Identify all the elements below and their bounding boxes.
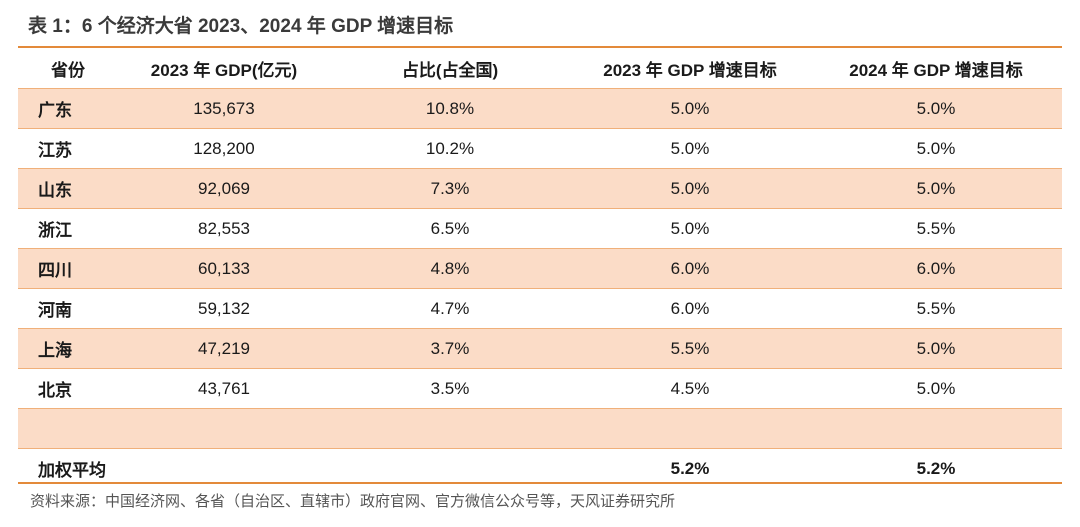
province-cell: 广东 [18,88,118,129]
province-cell: 四川 [18,248,118,289]
province-cell: 上海 [18,328,118,369]
gdp-cell: 43,761 [198,378,250,398]
share-cell: 3.5% [430,378,470,398]
province-cell: 山东 [18,168,118,209]
average-target-2023: 5.2% [670,458,710,478]
average-label: 加权平均 [38,461,106,480]
target-2023-cell: 4.5% [670,378,710,398]
target-2023-cell: 5.0% [670,138,710,158]
table-row: 江苏 128,200 10.2% 5.0% 5.0% [18,128,1062,169]
target-2024-cell: 5.0% [810,88,1062,129]
province-cell: 北京 [38,381,72,400]
gdp-cell: 60,133 [118,248,330,289]
share-cell: 10.2% [425,138,475,158]
table-title: 表 1：6 个经济大省 2023、2024 年 GDP 增速目标 [28,16,454,37]
table-row: 上海 47,219 3.7% 5.5% 5.0% [18,328,1062,369]
table-row: 广东 135,673 10.8% 5.0% 5.0% [18,88,1062,129]
table-row: 北京 43,761 3.5% 4.5% 5.0% [18,368,1062,409]
data-table: 省份 2023 年 GDP(亿元) 占比(占全国) 2023 年 GDP 增速目… [18,48,1062,488]
header-target-2023: 2023 年 GDP 增速目标 [603,60,777,80]
share-cell: 4.7% [430,298,470,318]
target-2024-cell: 5.5% [916,298,956,318]
gdp-cell: 135,673 [118,88,330,129]
target-2023-cell: 6.0% [670,298,710,318]
table-row: 浙江 82,553 6.5% 5.0% 5.5% [18,208,1062,249]
province-cell: 浙江 [38,221,72,240]
province-cell: 江苏 [38,141,72,160]
gdp-cell: 59,132 [198,298,250,318]
share-cell: 3.7% [330,328,570,369]
target-2023-cell: 5.5% [570,328,810,369]
average-row: 加权平均 5.2% 5.2% [18,448,1062,489]
province-cell: 河南 [38,301,72,320]
target-2023-cell: 5.0% [570,168,810,209]
header-target-2024: 2024 年 GDP 增速目标 [849,60,1023,80]
share-cell: 7.3% [330,168,570,209]
target-2024-cell: 5.0% [916,378,956,398]
gdp-cell: 128,200 [193,138,255,158]
share-cell: 6.5% [430,218,470,238]
gdp-target-table: 省份 2023 年 GDP(亿元) 占比(占全国) 2023 年 GDP 增速目… [18,46,1062,484]
target-2024-cell: 5.0% [916,138,956,158]
source-note: 资料来源：中国经济网、各省（自治区、直辖市）政府官网、官方微信公众号等，天风证券… [30,493,676,510]
table-row: 河南 59,132 4.7% 6.0% 5.5% [18,288,1062,329]
gdp-cell: 82,553 [198,218,250,238]
target-2024-cell: 5.5% [916,218,956,238]
target-2023-cell: 6.0% [570,248,810,289]
gdp-cell: 47,219 [118,328,330,369]
share-cell: 10.8% [330,88,570,129]
average-target-2024: 5.2% [916,458,956,478]
target-2023-cell: 5.0% [670,218,710,238]
table-row: 山东 92,069 7.3% 5.0% 5.0% [18,168,1062,209]
target-2024-cell: 5.0% [810,168,1062,209]
gdp-cell: 92,069 [118,168,330,209]
table-row: 四川 60,133 4.8% 6.0% 6.0% [18,248,1062,289]
header-gdp-2023: 2023 年 GDP(亿元) [150,60,298,80]
empty-row [18,408,1062,449]
header-row: 省份 2023 年 GDP(亿元) 占比(占全国) 2023 年 GDP 增速目… [18,48,1062,89]
target-2023-cell: 5.0% [570,88,810,129]
header-province: 省份 [51,60,85,80]
share-cell: 4.8% [330,248,570,289]
target-2024-cell: 6.0% [810,248,1062,289]
target-2024-cell: 5.0% [810,328,1062,369]
header-share: 占比(占全国) [401,60,499,80]
